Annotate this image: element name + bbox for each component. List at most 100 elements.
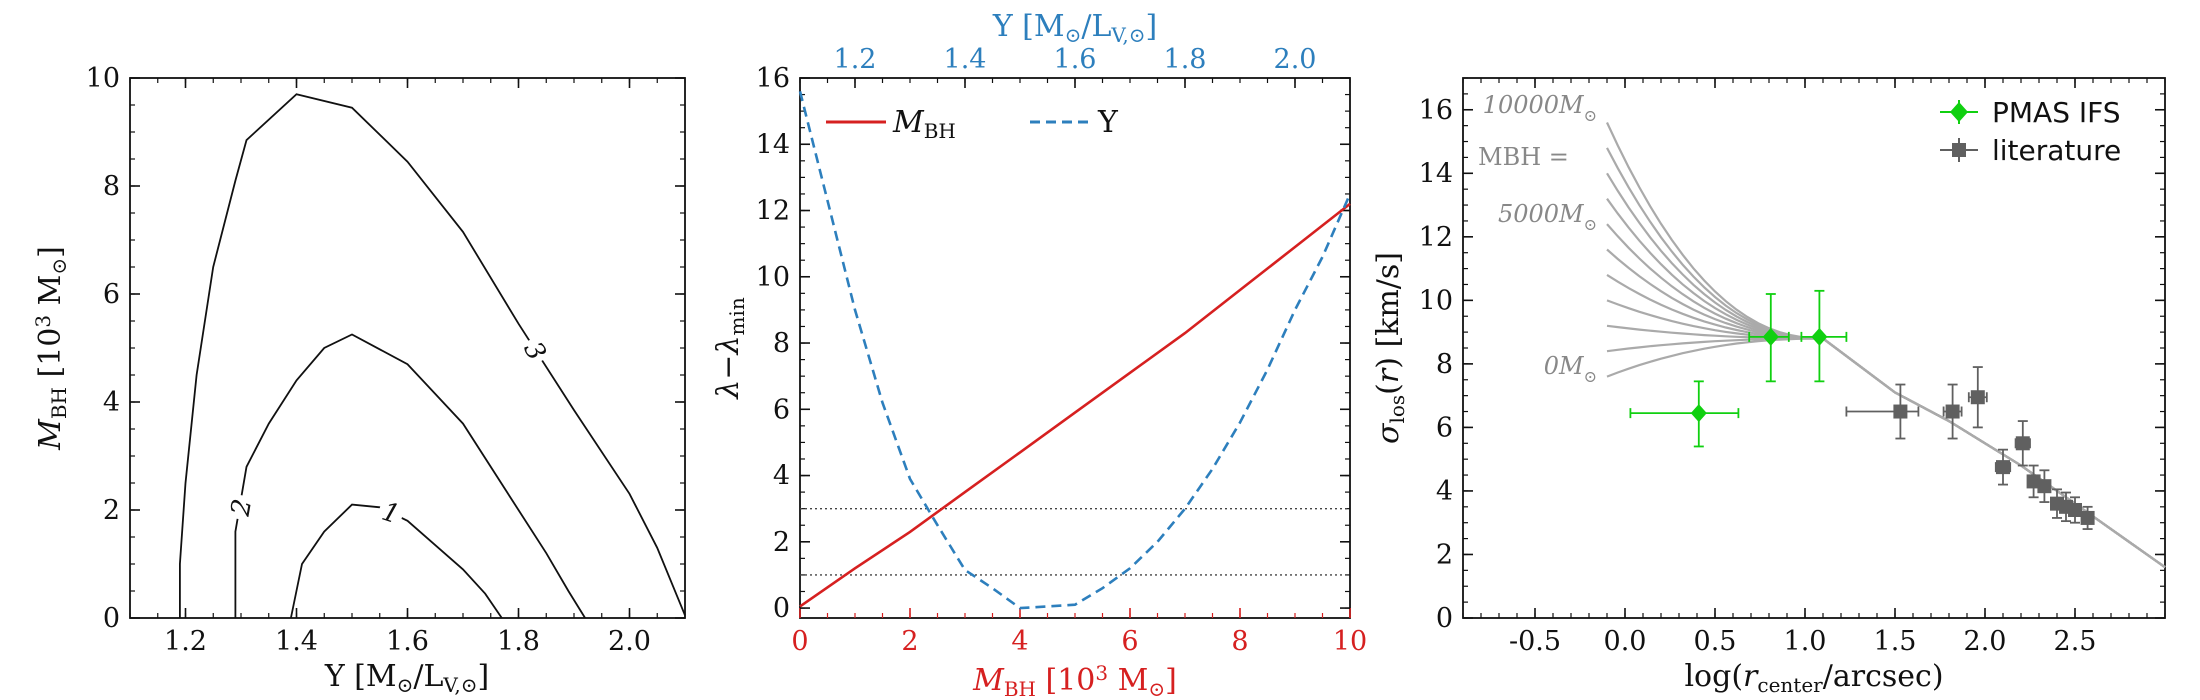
top-x-tick-label: 2.0 (1274, 44, 1317, 75)
likelihood-lines (798, 90, 1352, 610)
model-curve-1000 (1606, 337, 2166, 569)
literature-point (1996, 460, 2010, 475)
literature-point (1945, 404, 1960, 419)
y-tick-label: 16 (756, 63, 790, 94)
x-tick-label: -0.5 (1509, 626, 1561, 657)
series-line-mbh (799, 202, 1351, 608)
model-annotation-low: 0M⊙ (1544, 352, 1597, 386)
dispersion-panel: -0.5 0.0 0.5 1.0 1.5 2.0 2.5 0 2 4 6 8 10 12 14 16 1000… (1371, 77, 2166, 697)
contour-line-2 (234, 333, 586, 619)
likelihood-legend: MBH Υ (826, 105, 1119, 143)
model-annotation-top: 10000M⊙ (1483, 91, 1597, 125)
legend-pmas-marker (1950, 102, 1968, 122)
contour-panel: 1.2 1.4 1.6 1.8 2.0 0 2 4 6 8 10 123 Υ [M⊙/LV,⊙] M… (31, 63, 686, 697)
y-tick-label: 8 (103, 171, 120, 202)
x-tick-label: 1.0 (1784, 626, 1827, 657)
likelihood-plot-frame (799, 77, 1351, 619)
legend-pmas-label: PMAS IFS (1992, 96, 2121, 129)
y-tick-label: 0 (1436, 603, 1453, 634)
y-tick-label: 10 (86, 63, 120, 94)
dispersion-ticks: -0.5 0.0 0.5 1.0 1.5 2.0 2.5 0 2 4 6 8 10 12 14 16 (1419, 77, 2166, 657)
series-line-upsilon (798, 90, 1352, 610)
y-tick-label: 0 (773, 593, 790, 624)
literature-point (1970, 390, 1985, 405)
pmas-point (1690, 404, 1707, 423)
top-x-tick-label: 1.4 (944, 44, 987, 75)
contour-labels: 123 (223, 332, 555, 530)
model-annotation-eq: MBH = (1478, 143, 1569, 171)
x-tick-label: 1.8 (497, 626, 540, 657)
y-tick-label: 14 (1419, 158, 1453, 189)
likelihood-ylabel: λ−λmin (711, 297, 749, 400)
y-tick-label: 2 (773, 527, 790, 558)
x-tick-label: 1.6 (386, 626, 429, 657)
y-tick-label: 16 (1419, 95, 1453, 126)
contour-ticks: 1.2 1.4 1.6 1.8 2.0 0 2 4 6 8 10 (86, 63, 686, 657)
y-tick-label: 6 (103, 279, 120, 310)
y-tick-label: 10 (756, 262, 790, 293)
x-tick-label: 1.2 (164, 626, 207, 657)
y-tick-label: 6 (773, 394, 790, 425)
y-tick-label: 4 (103, 387, 120, 418)
model-curve-3000 (1606, 299, 2166, 569)
x-tick-label: 8 (1231, 626, 1248, 657)
x-tick-label: 6 (1121, 626, 1138, 657)
top-x-tick-label: 1.6 (1054, 44, 1097, 75)
contour-label-bg (375, 493, 408, 530)
likelihood-panel: 0 2 4 6 8 10 0 2 4 6 8 10 12 14 16 1.2 1.4 1.6 1.8 2.0 MBH … (711, 9, 1367, 700)
y-tick-label: 2 (103, 495, 120, 526)
top-x-tick-label: 1.2 (834, 44, 877, 75)
contour-line-3 (179, 93, 686, 618)
literature-point (2026, 474, 2041, 489)
model-curve-10000 (1606, 122, 2166, 569)
legend-lit-marker (1952, 143, 1966, 157)
x-tick-label: 0.5 (1694, 626, 1737, 657)
likelihood-xlabel: MBH [103 M⊙] (972, 661, 1177, 700)
y-tick-label: 4 (1436, 476, 1453, 507)
literature-point (2080, 510, 2095, 525)
model-annotation-mid: 5000M⊙ (1498, 200, 1597, 234)
model-curve-0 (1606, 337, 2166, 569)
y-tick-label: 6 (1436, 412, 1453, 443)
literature-point (2015, 436, 2030, 451)
y-tick-label: 4 (773, 461, 790, 492)
x-tick-label: 1.5 (1874, 626, 1917, 657)
x-tick-label: 2.0 (608, 626, 651, 657)
y-tick-label: 0 (103, 603, 120, 634)
contour-plot-frame (129, 77, 686, 619)
y-tick-label: 14 (756, 129, 790, 160)
pmas-point (1762, 327, 1779, 346)
legend-lit-label: literature (1992, 134, 2121, 167)
contour-label-2: 2 (226, 497, 259, 519)
data-points (1629, 289, 2095, 530)
x-tick-label: 4 (1011, 626, 1028, 657)
contour-lines (179, 93, 686, 619)
model-curve-2000 (1606, 324, 2166, 569)
contour-ylabel: MBH [103 M⊙] (31, 246, 71, 451)
y-tick-label: 8 (1436, 349, 1453, 380)
x-tick-label: 10 (1333, 626, 1367, 657)
y-tick-label: 10 (1419, 285, 1453, 316)
likelihood-top-xlabel: Υ [M⊙/LV,⊙] (992, 9, 1157, 47)
dispersion-ylabel: σlos(r) [km/s] (1371, 252, 1409, 444)
x-tick-label: 2.0 (1964, 626, 2007, 657)
dispersion-xlabel: log(rcenter/arcsec) (1684, 659, 1943, 697)
y-tick-label: 2 (1436, 539, 1453, 570)
literature-point (2068, 503, 2082, 517)
contour-label-bg (517, 332, 555, 368)
x-tick-label: 1.4 (275, 626, 318, 657)
top-x-tick-label: 1.8 (1164, 44, 1207, 75)
literature-point (2037, 479, 2052, 494)
contour-label-bg (223, 492, 257, 522)
contour-xlabel: Υ [M⊙/LV,⊙] (324, 659, 489, 697)
x-tick-label: 0.0 (1604, 626, 1647, 657)
x-tick-label: 2.5 (2054, 626, 2097, 657)
dispersion-legend: PMAS IFS literature (1940, 96, 2121, 167)
legend-upsilon-label: Υ (1097, 105, 1119, 140)
literature-point (1893, 404, 1908, 419)
legend-mbh-label: MBH (892, 105, 956, 143)
model-curves (1606, 122, 2166, 569)
y-tick-label: 12 (1419, 222, 1453, 253)
y-tick-label: 8 (773, 328, 790, 359)
